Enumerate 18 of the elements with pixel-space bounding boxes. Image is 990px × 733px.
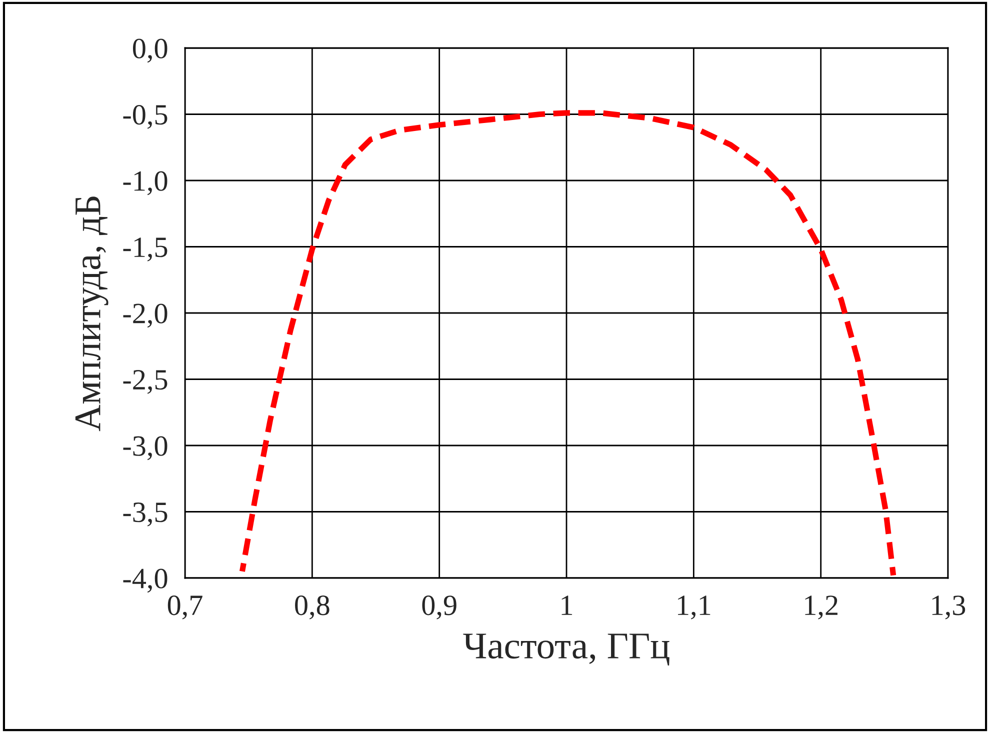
y-axis-title: Амплитуда, дБ: [75, 196, 108, 432]
y-tick-label: -1,5: [123, 238, 168, 262]
x-tick-label: 1,2: [805, 596, 838, 620]
y-tick-label: -2,0: [123, 304, 168, 328]
y-tick-label: -3,0: [123, 436, 168, 460]
y-tick-label: -3,5: [123, 502, 168, 526]
y-tick-label: -4,0: [123, 568, 168, 593]
y-tick-label: 0,0: [132, 38, 168, 63]
x-tick-label: 1,1: [678, 596, 710, 620]
y-tick-label: -1,0: [123, 171, 168, 196]
x-tick-label: 0,8: [295, 596, 330, 620]
x-tick-label: 0,7: [168, 596, 202, 620]
x-tick-label: 0,9: [422, 596, 456, 620]
x-axis-title: Частота, ГГц: [463, 634, 670, 666]
y-tick-label: -0,5: [123, 104, 168, 129]
y-tick-label: -2,5: [123, 370, 168, 394]
x-tick-label: 1: [562, 596, 572, 615]
x-tick-label: 1,3: [932, 596, 966, 620]
